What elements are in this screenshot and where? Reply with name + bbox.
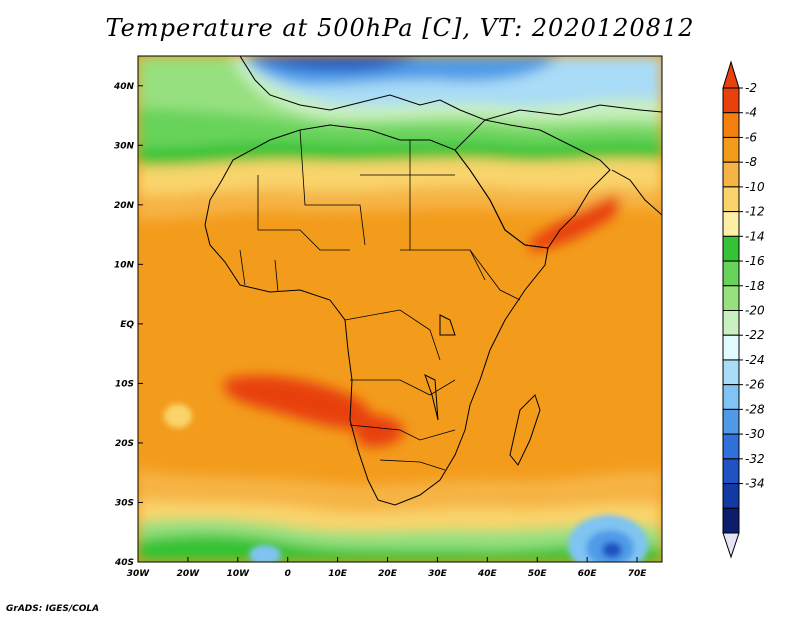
- colorbar-swatch-17: [722, 507, 740, 534]
- lon-tick-label-1: 20W: [177, 569, 201, 579]
- colorbar-swatch-12: [722, 384, 740, 410]
- colorbar-label-15: -32: [745, 452, 765, 466]
- coastlines: [204, 56, 662, 506]
- lon-tick-label-4: 10E: [328, 569, 348, 579]
- colorbar-label-3: -8: [745, 155, 757, 169]
- lon-tick-label-3: 0: [285, 569, 291, 579]
- lon-tick-label-5: 20E: [378, 569, 398, 579]
- colorbar-label-9: -20: [745, 304, 765, 318]
- colorbar-swatch-1: [722, 112, 740, 138]
- lat-tick-label-5: 10S: [115, 379, 134, 389]
- warm-patch-angola: [350, 414, 405, 447]
- colorbar-swatch-0: [722, 87, 740, 114]
- lon-tick-label-9: 60E: [578, 569, 598, 579]
- border-9: [379, 459, 446, 471]
- colorbar-label-8: -18: [745, 279, 765, 293]
- lat-tick-label-8: 40S: [114, 558, 134, 568]
- country-borders: [239, 129, 521, 471]
- colorbar-bottom-arrow: [722, 532, 740, 559]
- madagascar-coastline: [509, 394, 541, 466]
- colorbar-label-13: -28: [745, 402, 765, 416]
- colorbar-label-16: -34: [745, 477, 765, 491]
- lat-tick-label-2: 20N: [114, 201, 135, 211]
- cold-eddy-core: [602, 542, 622, 558]
- lon-tick-label-0: 30W: [127, 569, 151, 579]
- lat-tick-label-7: 30S: [115, 498, 134, 508]
- lon-tick-label-8: 50E: [528, 569, 548, 579]
- colorbar-swatch-15: [722, 458, 740, 485]
- border-12: [274, 259, 279, 293]
- band-minus30: [250, 56, 420, 71]
- border-11: [239, 249, 246, 286]
- warm-patch-east-africa: [530, 195, 620, 252]
- colorbar-label-7: -16: [745, 254, 765, 268]
- lat-tick-label-6: 20S: [115, 439, 134, 449]
- colorbar-swatch-4: [722, 186, 740, 213]
- border-6: [344, 309, 441, 361]
- grads-credit: GrADS: IGES/COLA: [6, 604, 100, 614]
- band-minus10-north: [138, 158, 662, 196]
- lat-tick-label-0: 40N: [113, 82, 135, 92]
- colorbar-label-5: -12: [745, 205, 765, 219]
- colorbar-swatch-6: [722, 235, 740, 262]
- border-7: [350, 379, 456, 396]
- lon-tick-label-10: 70E: [628, 569, 648, 579]
- band-minus8-north: [138, 186, 662, 220]
- cool-patch-atlantic: [164, 404, 192, 428]
- cold-patch-south-atlantic: [249, 545, 281, 562]
- warm-patch-south-atlantic: [223, 375, 373, 430]
- colorbar-label-1: -4: [745, 106, 757, 120]
- colorbar-swatch-5: [722, 211, 740, 237]
- border-2: [299, 129, 366, 246]
- colorbar-swatch-2: [722, 136, 740, 163]
- latitude-axis: 40N 30N 20N 10N EQ 10S 20S 30S 40S: [113, 82, 143, 568]
- arabia-coastline: [454, 119, 611, 249]
- colorbar-label-6: -14: [745, 229, 765, 243]
- colorbar-label-0: -2: [745, 81, 757, 95]
- colorbar-swatch-3: [722, 161, 740, 188]
- map-panel: [138, 56, 662, 562]
- map-title: Temperature at 500hPa [C], VT: 202012081…: [105, 14, 695, 42]
- africa-coastline: [204, 124, 549, 506]
- mediterranean-coastline: [239, 56, 662, 121]
- lat-tick-label-1: 30N: [114, 141, 135, 151]
- colorbar-label-11: -24: [745, 353, 765, 367]
- colorbar-swatch-9: [722, 310, 740, 336]
- lake-malawi: [424, 374, 439, 421]
- map-frame: [137, 55, 663, 563]
- colorbar-swatch-16: [722, 483, 740, 509]
- border-4: [409, 140, 455, 176]
- lon-tick-label-2: 10W: [227, 569, 251, 579]
- colorbar-swatch-8: [722, 285, 740, 311]
- border-1: [257, 175, 350, 251]
- colorbar-label-14: -30: [745, 427, 765, 441]
- lon-tick-label-7: 40E: [477, 569, 498, 579]
- colorbar-swatch-7: [722, 260, 740, 287]
- colorbar-swatch-10: [722, 334, 740, 361]
- longitude-axis: 30W 20W 10W 0 10E 20E 30E 40E 50E 60E 70E: [127, 557, 647, 579]
- lat-tick-label-3: 10N: [114, 260, 135, 270]
- colorbar-label-4: -10: [745, 180, 765, 194]
- lake-victoria: [439, 314, 456, 336]
- border-8: [349, 424, 456, 441]
- colorbar-label-12: -26: [745, 378, 765, 392]
- colorbar-top-arrow: [722, 60, 740, 89]
- colorbar-swatch-14: [722, 433, 740, 460]
- border-10: [469, 249, 521, 301]
- colorbar-label-10: -22: [745, 328, 765, 342]
- colorbar: -2 -4 -6 -8 -10 -12 -14 -16 -18 -20 -22 -24 -26 -28 -3…: [722, 60, 765, 559]
- colorbar-label-2: -6: [745, 130, 757, 144]
- india-coastline: [611, 169, 662, 216]
- colorbar-swatch-11: [722, 359, 740, 386]
- lon-tick-label-6: 30E: [428, 569, 448, 579]
- lat-tick-label-4: EQ: [120, 320, 134, 330]
- colorbar-swatch-13: [722, 408, 740, 435]
